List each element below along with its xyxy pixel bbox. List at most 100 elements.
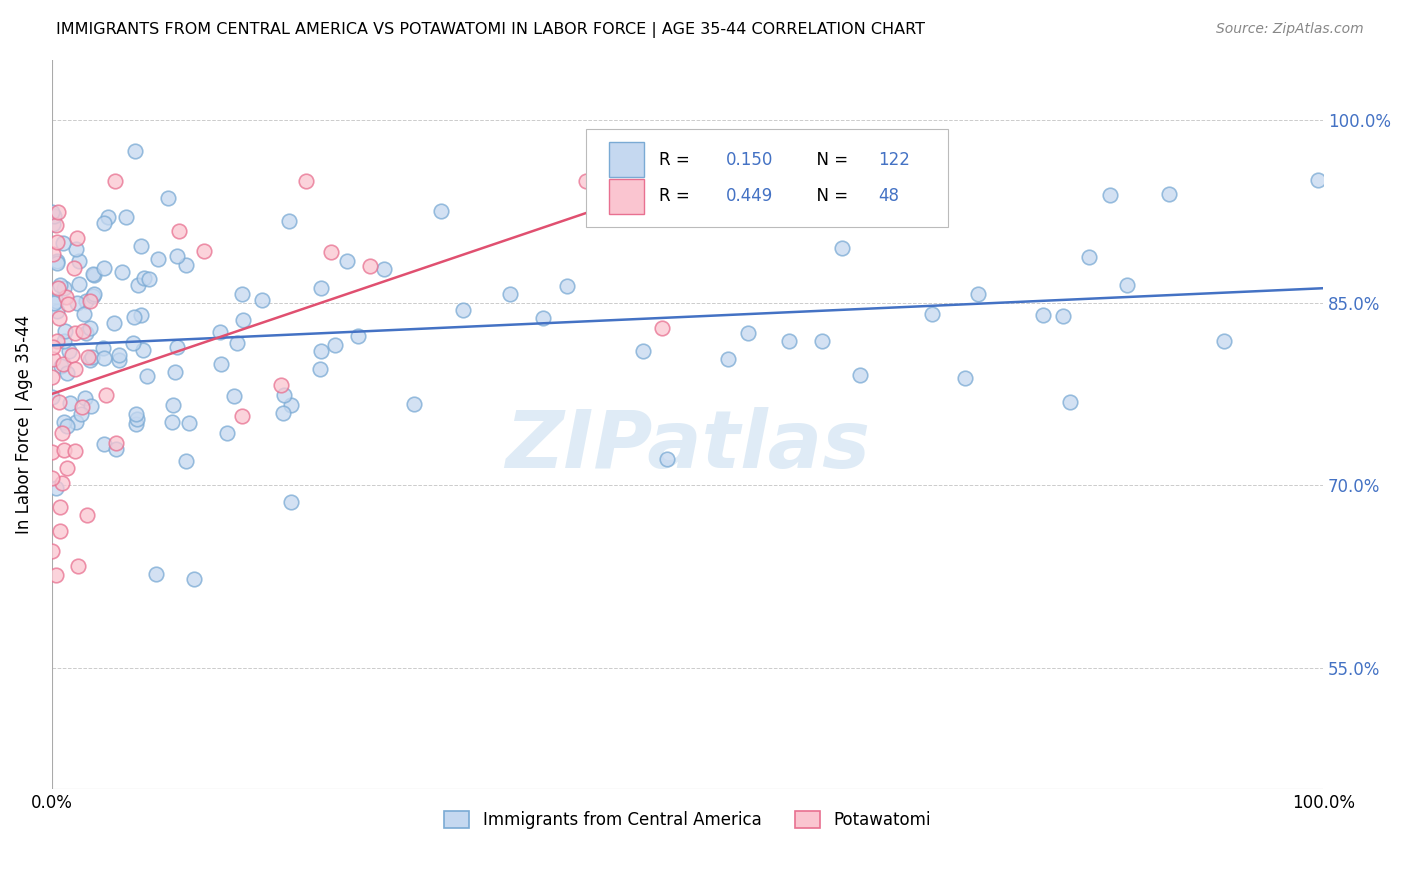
Point	[65, 242, 87, 256]
Point	[555, 278, 578, 293]
Point	[82, 350, 104, 364]
Point	[52, 334, 75, 348]
Point	[66, 296, 89, 310]
Point	[273, 388, 295, 402]
Point	[56, 297, 79, 311]
Point	[52, 280, 75, 294]
Point	[76, 508, 98, 522]
Point	[250, 293, 273, 308]
Point	[309, 343, 332, 358]
Point	[209, 325, 232, 339]
Point	[58, 344, 80, 359]
Point	[347, 329, 370, 343]
Point	[1115, 278, 1137, 293]
Point	[93, 436, 115, 450]
Point	[75, 326, 97, 340]
Point	[48, 280, 70, 294]
Point	[129, 239, 152, 253]
Point	[231, 287, 253, 301]
Point	[280, 398, 302, 412]
Point	[67, 277, 90, 292]
Point	[63, 361, 86, 376]
Point	[63, 326, 86, 340]
Point	[51, 425, 73, 440]
Point	[129, 308, 152, 322]
Point	[53, 415, 76, 429]
Point	[157, 191, 180, 205]
Point	[280, 495, 302, 509]
Point	[167, 224, 190, 238]
Point	[79, 320, 101, 334]
Point	[115, 210, 138, 224]
Point	[124, 144, 146, 158]
Point	[51, 475, 73, 490]
Point	[127, 278, 149, 293]
Text: 48: 48	[879, 187, 900, 205]
Point	[91, 342, 114, 356]
Point	[53, 324, 76, 338]
Point	[359, 259, 381, 273]
Point	[967, 287, 990, 301]
Point	[41, 445, 63, 459]
Point	[45, 218, 67, 232]
Point	[63, 260, 86, 275]
Point	[70, 400, 93, 414]
Point	[633, 343, 655, 358]
Point	[45, 304, 67, 318]
Point	[717, 351, 740, 366]
Point	[42, 352, 65, 367]
Point	[93, 351, 115, 365]
Point	[810, 334, 832, 348]
Point	[49, 359, 72, 373]
Point	[1078, 250, 1101, 264]
Point	[108, 349, 131, 363]
Point	[48, 277, 70, 292]
Point	[193, 244, 215, 258]
Point	[373, 261, 395, 276]
Point	[134, 271, 156, 285]
Point	[430, 204, 453, 219]
Point	[93, 260, 115, 275]
Point	[160, 415, 183, 429]
Point	[48, 394, 70, 409]
Point	[45, 568, 67, 582]
Point	[66, 558, 89, 573]
Point	[52, 357, 75, 371]
Point	[217, 425, 239, 440]
Point	[295, 174, 318, 188]
Point	[499, 286, 522, 301]
Text: IMMIGRANTS FROM CENTRAL AMERICA VS POTAWATOMI IN LABOR FORCE | AGE 35-44 CORRELA: IMMIGRANTS FROM CENTRAL AMERICA VS POTAW…	[56, 22, 925, 38]
Point	[166, 249, 188, 263]
Point	[46, 235, 69, 249]
Point	[224, 389, 246, 403]
Point	[848, 368, 870, 382]
Point	[174, 258, 197, 272]
Point	[575, 174, 598, 188]
Point	[41, 543, 63, 558]
Point	[41, 369, 63, 384]
Point	[921, 307, 943, 321]
Point	[778, 334, 800, 348]
Point	[127, 412, 149, 426]
Point	[45, 255, 67, 269]
Point	[72, 324, 94, 338]
Point	[270, 378, 292, 392]
Point	[209, 357, 232, 371]
Point	[60, 348, 83, 362]
Point	[132, 343, 155, 358]
Point	[124, 407, 146, 421]
Text: N =: N =	[806, 187, 853, 205]
Point	[655, 452, 678, 467]
Point	[163, 365, 186, 379]
Point	[105, 436, 128, 450]
Point	[404, 397, 426, 411]
Point	[65, 415, 87, 429]
Point	[323, 338, 346, 352]
Point	[104, 174, 127, 188]
Point	[321, 245, 343, 260]
Point	[55, 366, 77, 380]
Point	[108, 352, 131, 367]
Point	[183, 572, 205, 586]
Point	[1098, 188, 1121, 202]
Point	[146, 252, 169, 267]
